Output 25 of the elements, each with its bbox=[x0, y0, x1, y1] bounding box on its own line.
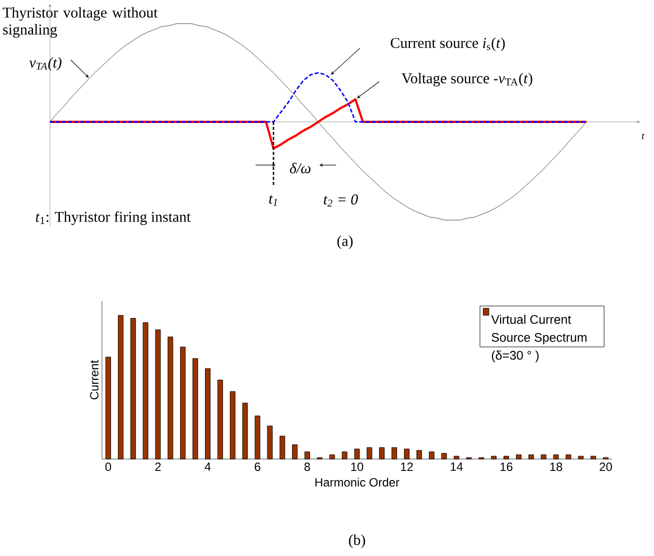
x-tick-label: 10 bbox=[351, 462, 364, 471]
x-tick-label: 2 bbox=[155, 462, 161, 471]
annotation: v$_{TA}$(t) bbox=[29, 57, 62, 71]
x-axis-title: Harmonic Order bbox=[315, 478, 400, 487]
x-tick-label: 0 bbox=[105, 462, 112, 471]
text: (b) bbox=[348, 534, 366, 548]
annotation: Thyristor voltage without signaling bbox=[2, 7, 158, 38]
annotation: Voltage source -v$_{TA}$(t) bbox=[402, 72, 532, 86]
annotation: t$_{2}$ = 0 bbox=[324, 194, 358, 207]
x-tick-label: 6 bbox=[254, 462, 260, 471]
x-tick-label: 12 bbox=[401, 462, 413, 471]
x-axis-title: t bbox=[642, 133, 644, 140]
annotation: Current source i$_{s}$(t) bbox=[390, 38, 505, 52]
x-tick-label: 18 bbox=[550, 462, 562, 471]
annotation: t$_{1}$: Thyristor firing instant bbox=[36, 211, 191, 226]
text: (a) bbox=[337, 236, 353, 250]
x-tick-label: 14 bbox=[450, 462, 463, 471]
x-tick-label: 8 bbox=[304, 462, 310, 471]
annotation: t$_{1}$ bbox=[269, 195, 277, 206]
y-axis-title: Current bbox=[90, 360, 98, 400]
annotation: δ/ω bbox=[290, 162, 310, 174]
x-tick-label: 20 bbox=[600, 462, 612, 471]
legend-label: Virtual Current Source Spectrum (δ=30 ° ) bbox=[491, 314, 586, 362]
x-tick-label: 16 bbox=[500, 462, 512, 471]
x-tick-label: 4 bbox=[204, 462, 211, 471]
